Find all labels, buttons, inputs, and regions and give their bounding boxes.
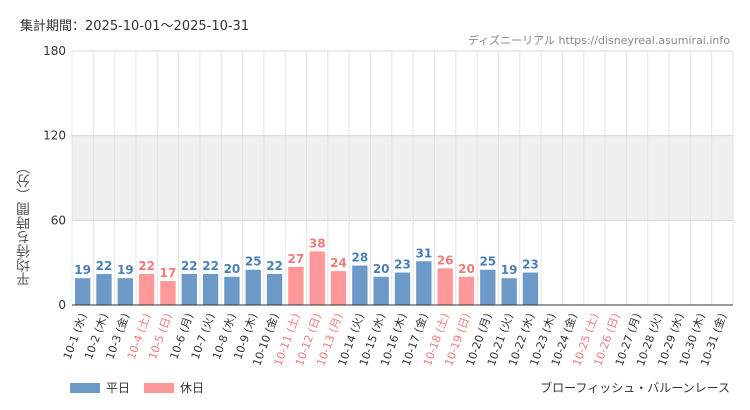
data-label: 22 (202, 259, 219, 273)
data-label: 23 (394, 258, 411, 272)
bar (330, 271, 347, 305)
y-band (72, 135, 733, 221)
y-tick-label: 120 (43, 129, 66, 143)
bar (74, 278, 91, 305)
bar (288, 266, 304, 305)
data-label: 38 (309, 236, 326, 250)
data-label: 22 (96, 259, 113, 273)
data-label: 20 (373, 262, 390, 276)
data-label: 20 (458, 262, 475, 276)
bar (117, 278, 133, 305)
bar (458, 276, 475, 305)
legend: 平日 休日 (70, 379, 218, 396)
bar (181, 273, 197, 305)
y-tick-label: 0 (58, 298, 66, 312)
bar (224, 276, 240, 305)
bar (309, 251, 325, 305)
data-label: 28 (352, 250, 369, 264)
legend-item-weekday[interactable]: 平日 (70, 379, 130, 396)
data-label: 22 (138, 259, 155, 273)
legend-label-holiday: 休日 (180, 381, 205, 395)
bar (138, 273, 155, 305)
data-label: 23 (522, 258, 539, 272)
y-tick-label: 60 (51, 213, 66, 227)
data-label: 31 (415, 246, 432, 260)
data-label: 17 (160, 266, 177, 280)
source-label: ディズニーリアル https://disneyreal.asumirai.inf… (467, 34, 730, 47)
data-label: 19 (74, 263, 91, 277)
bar (522, 272, 539, 305)
data-label: 22 (266, 259, 283, 273)
bar (266, 273, 283, 305)
legend-item-holiday[interactable]: 休日 (144, 379, 204, 396)
data-label: 19 (501, 263, 518, 277)
period-label: 集計期間：2025-10-01～2025-10-31 (20, 19, 250, 34)
data-label: 20 (224, 262, 241, 276)
bar (416, 261, 432, 305)
bar (245, 269, 261, 305)
bar (202, 273, 219, 305)
bar (96, 273, 112, 305)
data-label: 25 (479, 255, 496, 269)
bar (373, 276, 389, 305)
data-label: 27 (288, 252, 305, 266)
legend-swatch-weekday (70, 382, 100, 393)
bar (480, 269, 496, 305)
data-label: 25 (245, 255, 262, 269)
bar (437, 268, 453, 305)
bar (394, 272, 411, 305)
legend-swatch-holiday (144, 382, 175, 393)
y-tick-label: 180 (43, 44, 66, 58)
data-label: 24 (330, 256, 347, 270)
attraction-name: ブローフィッシュ・バルーンレース (540, 381, 730, 395)
data-label: 26 (437, 253, 454, 267)
bar (501, 278, 517, 305)
legend-label-weekday: 平日 (106, 381, 131, 395)
data-label: 19 (117, 263, 134, 277)
bar (160, 281, 176, 305)
data-label: 22 (181, 259, 198, 273)
bar (352, 265, 368, 305)
